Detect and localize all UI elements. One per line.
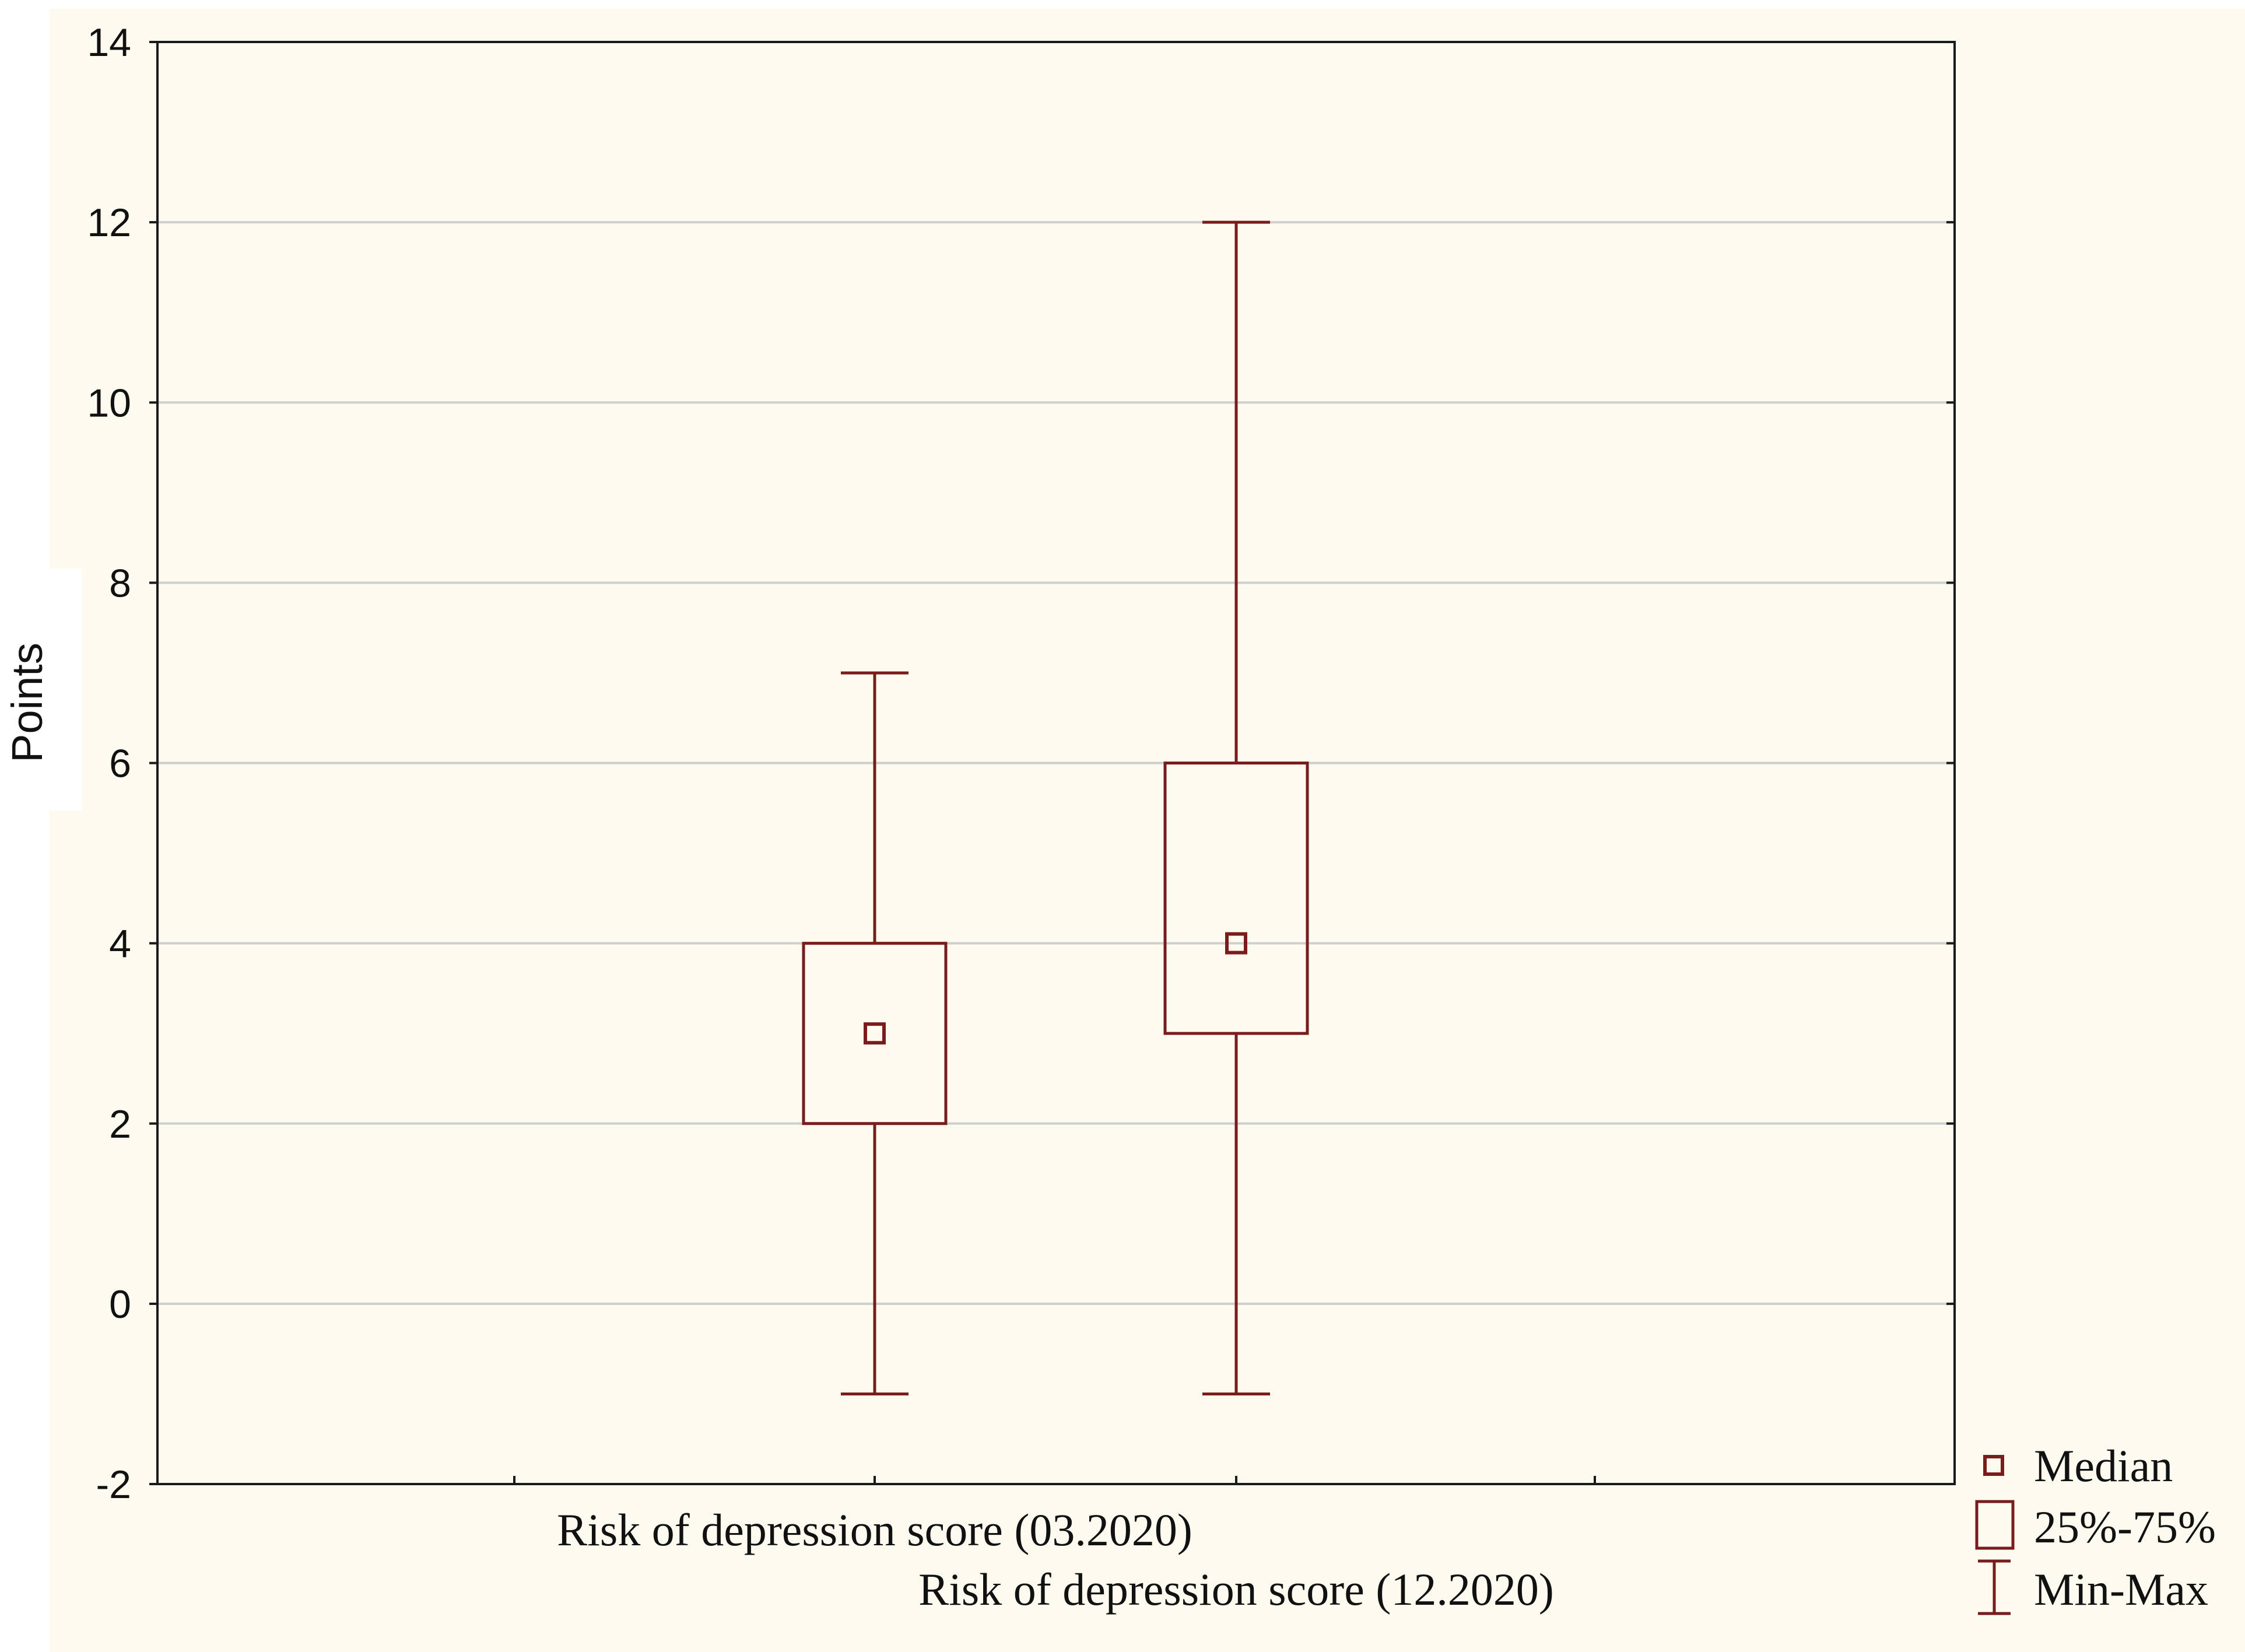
y-tick-label: 2 [109,1102,131,1146]
chart-background [50,9,2245,1652]
box-group [1163,220,1309,1395]
grid-lines [157,221,1955,1305]
legend-box-swatch [1975,1500,2015,1550]
iqr-box [1163,762,1309,1035]
legend-median-swatch [1983,1455,2004,1476]
y-axis-title: Points [3,643,51,763]
box-series [802,220,1309,1395]
x-axis-ticks [513,1476,1596,1484]
median-marker [864,1022,886,1045]
legend-label: Min-Max [2034,1564,2208,1615]
y-tick-label: 8 [109,561,131,605]
legend-label: 25%-75% [2034,1502,2216,1552]
y-tick-label: -2 [96,1462,131,1507]
y-axis-ticks: -2 0 2 4 6 8 10 12 14 [87,20,1955,1507]
y-tick-label: 6 [109,742,131,786]
ylabel-background [0,569,82,811]
iqr-box [802,942,948,1125]
y-tick-label: 4 [109,922,131,966]
legend: Median 25%-75% Min-Max [1975,1440,2216,1615]
category-label: Risk of depression score (03.2020) [557,1504,1192,1555]
median-marker [1225,932,1247,955]
y-tick-label: 14 [87,20,131,65]
y-tick-label: 0 [109,1282,131,1327]
y-tick-label: 10 [87,381,131,425]
y-tick-label: 12 [87,201,131,245]
box-group [802,671,948,1395]
category-label: Risk of depression score (12.2020) [918,1564,1554,1615]
legend-label: Median [2034,1440,2173,1491]
category-labels: Risk of depression score (03.2020) Risk o… [557,1504,1554,1615]
